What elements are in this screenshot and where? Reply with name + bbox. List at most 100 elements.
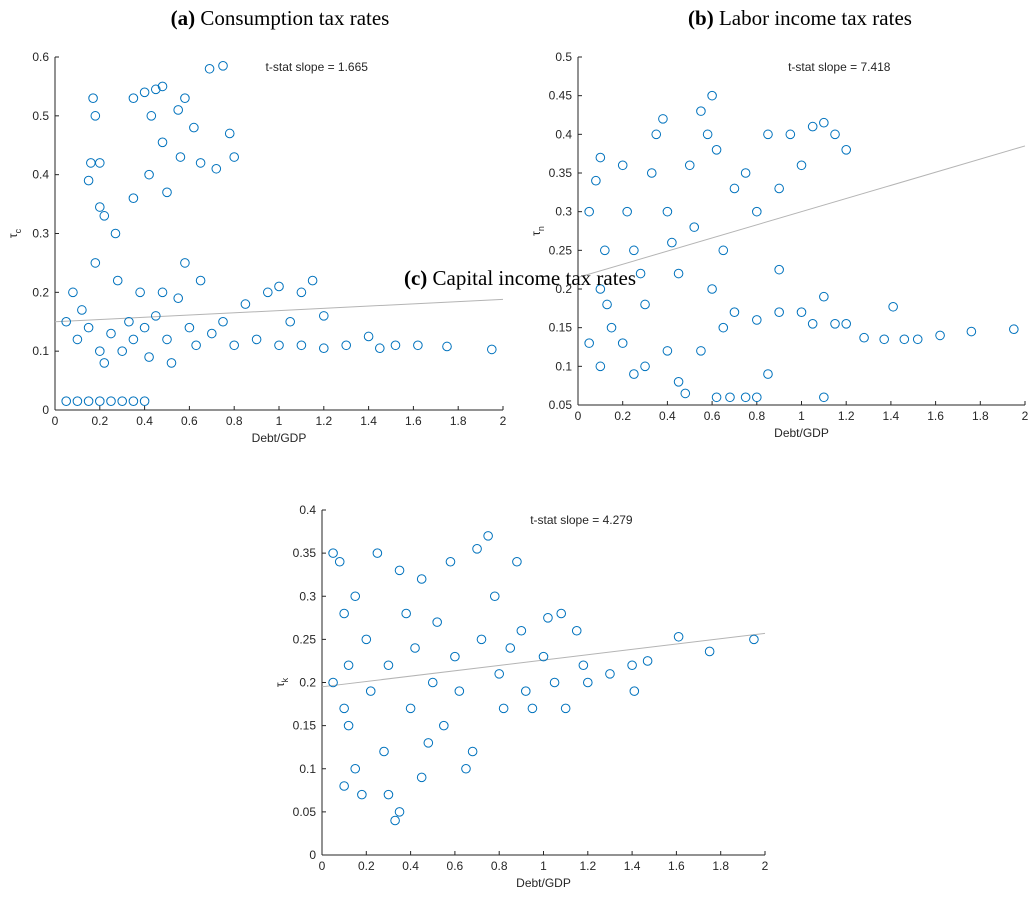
y-tick-label: 0.1	[32, 344, 49, 358]
point	[718, 245, 729, 256]
point	[819, 291, 829, 302]
x-axis-label: Debt/GDP	[252, 431, 307, 445]
point	[662, 346, 673, 356]
point	[124, 316, 134, 327]
y-axis-label: τc	[6, 228, 23, 238]
point	[274, 340, 284, 351]
point	[83, 322, 94, 333]
point	[841, 145, 852, 155]
panel: (b) Labor income tax rates 0 0.2 0.4 0.6 0.8 1…	[529, 6, 1029, 440]
point	[606, 322, 617, 333]
point	[218, 316, 228, 327]
x-tick-label: 1	[798, 409, 805, 423]
point	[90, 258, 101, 268]
y-tick-label: 0	[309, 848, 316, 862]
point	[95, 158, 105, 168]
point	[912, 334, 923, 345]
point	[629, 369, 639, 379]
point	[494, 669, 505, 679]
point	[195, 275, 206, 286]
point	[195, 158, 206, 168]
point	[729, 307, 740, 318]
point	[617, 160, 628, 171]
point	[512, 556, 522, 567]
y-tick-label: 0.4	[299, 503, 316, 517]
point	[646, 168, 657, 178]
point	[166, 358, 177, 368]
y-tick-label: 0	[42, 403, 49, 417]
x-tick-label: 2	[500, 414, 507, 428]
point	[157, 287, 168, 298]
point	[752, 392, 762, 403]
point	[339, 781, 349, 791]
panel-title-text: Capital income tax rates	[433, 266, 637, 290]
point	[879, 334, 889, 345]
point	[77, 305, 87, 315]
y-tick-label: 0.35	[549, 166, 573, 180]
y-label-subscript: k	[280, 677, 290, 682]
point	[702, 129, 713, 140]
y-label-subscript: n	[536, 226, 546, 231]
x-tick-label: 0.8	[226, 414, 243, 428]
point	[640, 299, 650, 310]
point	[110, 228, 121, 239]
point	[696, 346, 706, 356]
point	[95, 202, 105, 212]
point	[711, 145, 722, 155]
y-tick-label: 0.3	[32, 227, 49, 241]
point	[416, 772, 427, 783]
point	[128, 396, 139, 406]
point	[357, 789, 367, 800]
point	[307, 275, 318, 286]
point	[752, 315, 762, 325]
point	[600, 245, 610, 256]
point	[229, 152, 239, 162]
point	[139, 396, 150, 406]
y-tick-label: 0.2	[32, 285, 49, 299]
point	[224, 128, 235, 139]
point	[90, 111, 101, 121]
point	[162, 334, 172, 345]
point	[162, 187, 172, 198]
point	[128, 93, 139, 103]
point	[343, 720, 354, 731]
point	[543, 613, 553, 623]
y-tick-label: 0.2	[299, 676, 316, 690]
point	[139, 322, 150, 333]
point	[595, 284, 606, 294]
panel-label: (c)	[404, 266, 427, 290]
y-label-symbol: τ	[529, 231, 543, 236]
x-tick-label: 2	[762, 859, 769, 873]
point	[673, 377, 684, 387]
point	[405, 703, 416, 714]
point	[830, 129, 840, 140]
point	[365, 686, 376, 696]
x-tick-label: 1	[276, 414, 283, 428]
point	[285, 316, 296, 327]
point	[95, 346, 105, 356]
point	[83, 175, 94, 186]
point	[151, 84, 161, 95]
x-tick-label: 0	[575, 409, 582, 423]
point	[707, 284, 717, 294]
point	[319, 311, 329, 321]
x-tick-label: 1.8	[712, 859, 729, 873]
point	[830, 319, 840, 329]
y-tick-label: 0.25	[293, 632, 317, 646]
annotation: t-stat slope = 4.279	[530, 513, 633, 527]
x-tick-label: 0.4	[659, 409, 676, 423]
x-tick-label: 0.4	[136, 414, 153, 428]
x-axis-label: Debt/GDP	[774, 426, 829, 440]
y-tick-label: 0.5	[555, 50, 572, 64]
point	[296, 340, 307, 351]
point	[450, 651, 460, 662]
point	[61, 316, 71, 327]
point	[363, 331, 374, 342]
point	[819, 392, 829, 403]
point	[476, 634, 487, 645]
point	[339, 703, 349, 714]
point	[427, 677, 438, 688]
point	[343, 660, 354, 671]
point	[439, 720, 449, 731]
x-tick-label: 0.2	[358, 859, 375, 873]
